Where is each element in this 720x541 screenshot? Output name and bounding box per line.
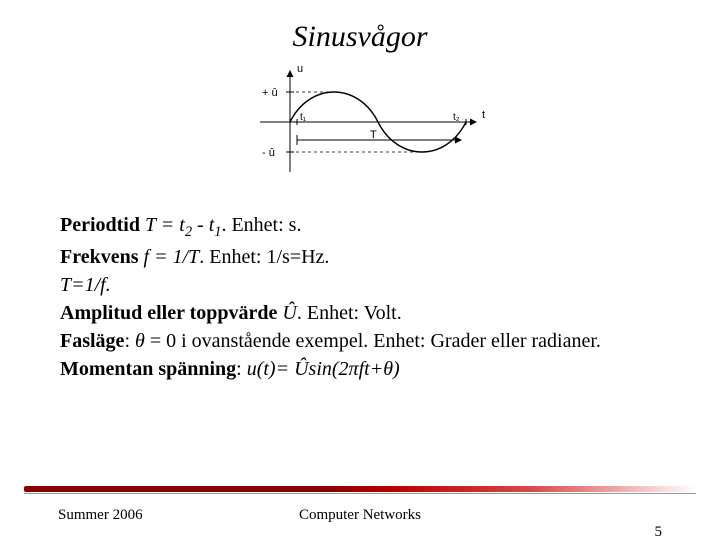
label-t1: t₁ — [300, 112, 307, 123]
body-text: Periodtid T = t2 - t1. Enhet: s. Frekven… — [0, 212, 720, 382]
footer-left: Summer 2006 — [58, 507, 143, 524]
sine-wave-diagram: u t + û - û t₁ t₂ T — [230, 62, 490, 182]
momentan-eq: u(t)= Ûsin(2πft+θ) — [247, 358, 400, 380]
frekvens-rest: . Enhet: 1/s=Hz. — [199, 246, 329, 268]
line-momentan: Momentan spänning: u(t)= Ûsin(2πft+θ) — [60, 356, 660, 382]
amplitud-label: Amplitud eller toppvärde — [60, 302, 277, 324]
periodtid-label: Periodtid — [60, 214, 140, 236]
line-periodtid: Periodtid T = t2 - t1. Enhet: s. — [60, 212, 660, 242]
momentan-label: Momentan spänning — [60, 358, 236, 380]
slide-footer: Summer 2006 Computer Networks 5 — [0, 507, 720, 524]
footer-accent-bar — [24, 486, 696, 492]
footer-right: 5 — [655, 524, 663, 541]
label-plus-amp: + û — [262, 87, 278, 99]
line-frekvens: Frekvens f = 1/T. Enhet: 1/s=Hz. — [60, 244, 660, 270]
theta1: θ — [135, 330, 145, 352]
slide-container: Sinusvågor u t + û - û t₁ t₂ T — [0, 0, 720, 540]
line-tf: T=1/f. — [60, 272, 660, 298]
frekvens-label: Frekvens — [60, 246, 139, 268]
line-faslage: Fasläge: θ = 0 i ovanstående exempel. En… — [60, 328, 660, 354]
amplitud-rest: . Enhet: Volt. — [297, 302, 402, 324]
label-minus-amp: - û — [262, 147, 275, 159]
faslage-colon: : — [124, 330, 135, 352]
periodtid-eq: T = t2 - t1 — [145, 214, 221, 236]
faslage-rest: = 0 i ovanstående exempel. Enhet: Grader… — [145, 330, 601, 352]
footer-rule — [24, 493, 696, 494]
periodtid-rest: . Enhet: s. — [221, 214, 301, 236]
line-amplitud: Amplitud eller toppvärde Û. Enhet: Volt. — [60, 300, 660, 326]
tf-eq: T=1/f. — [60, 274, 111, 296]
frekvens-eq: f = 1/T — [144, 246, 200, 268]
label-t: t — [482, 109, 485, 121]
faslage-label: Fasläge — [60, 330, 124, 352]
amplitud-sym: Û — [282, 302, 296, 324]
momentan-colon: : — [236, 358, 247, 380]
slide-title: Sinusvågor — [0, 0, 720, 62]
label-u: u — [297, 63, 303, 75]
label-T: T — [370, 129, 377, 141]
label-t2: t₂ — [453, 112, 460, 123]
